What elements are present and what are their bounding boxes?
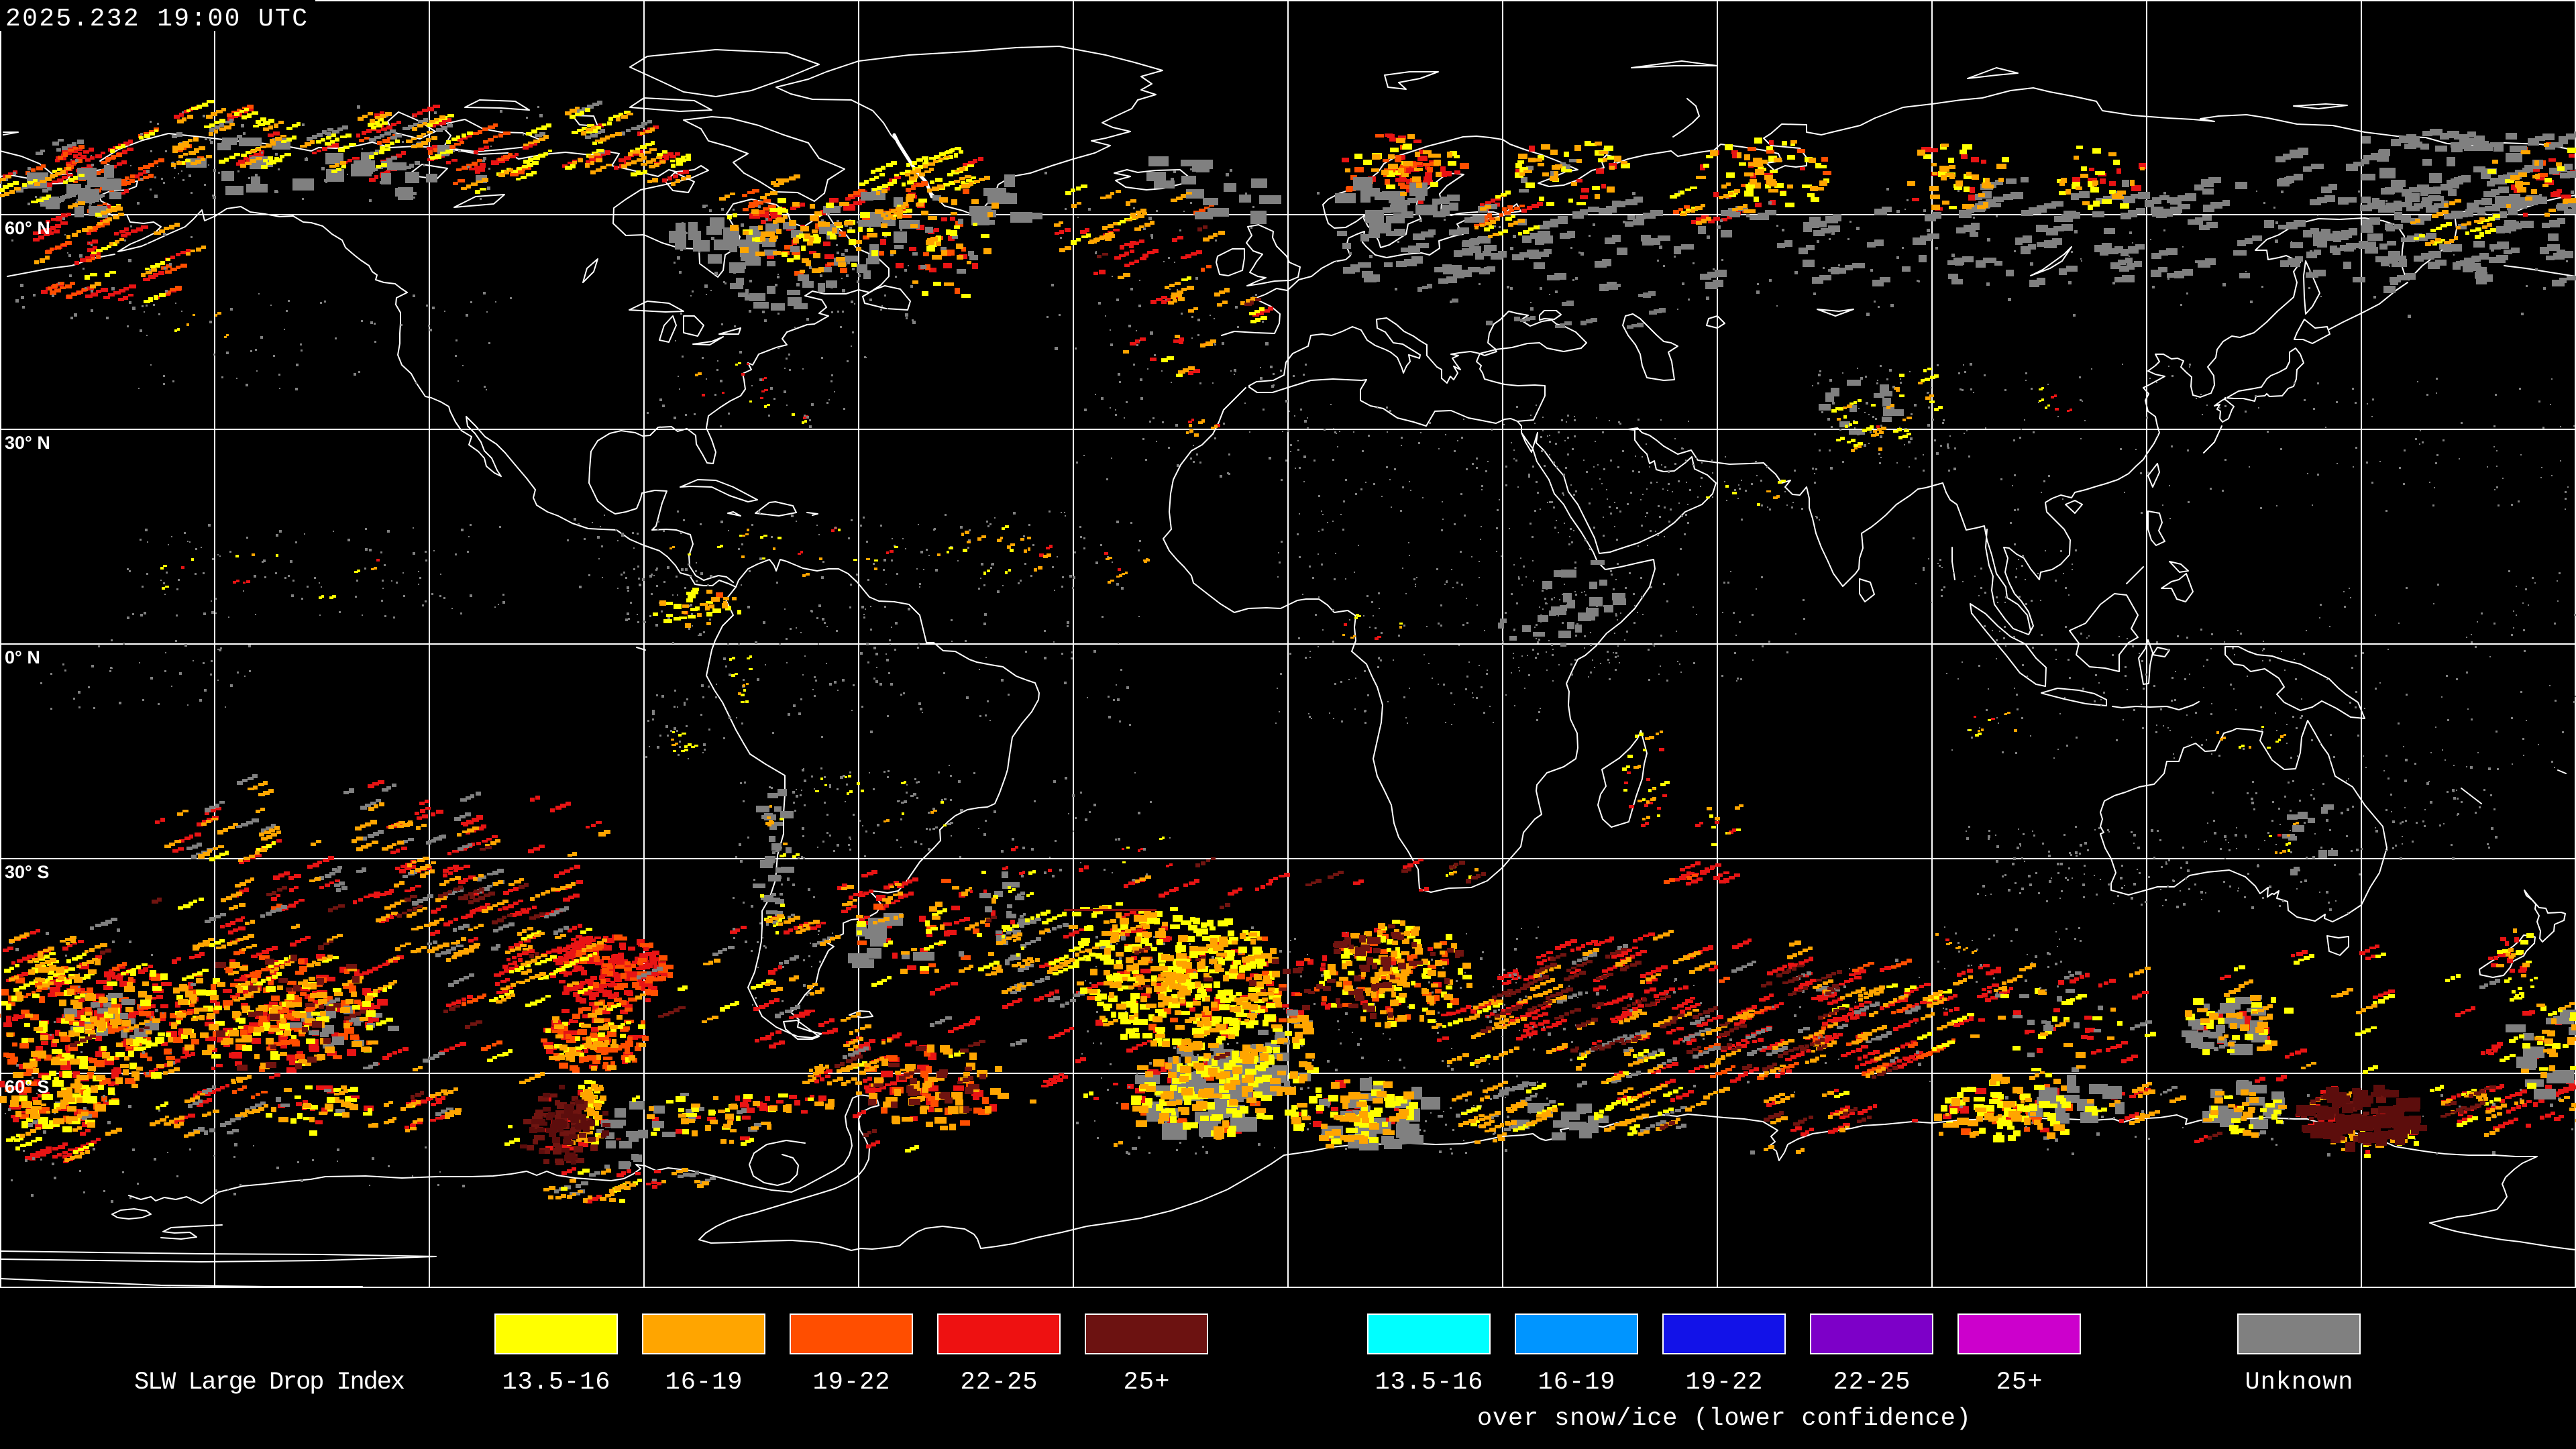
svg-text:22-25: 22-25 [1833, 1368, 1911, 1397]
svg-text:13.5-16: 13.5-16 [502, 1368, 610, 1397]
svg-text:16-19: 16-19 [1538, 1368, 1615, 1397]
svg-text:19-22: 19-22 [1686, 1368, 1763, 1397]
svg-text:Unknown: Unknown [2245, 1368, 2353, 1397]
svg-text:60° N: 60° N [5, 218, 50, 238]
svg-text:SLW Large Drop Index: SLW Large Drop Index [134, 1368, 405, 1397]
svg-text:over snow/ice (lower confidenc: over snow/ice (lower confidence) [1477, 1405, 1971, 1433]
svg-text:13.5-16: 13.5-16 [1375, 1368, 1483, 1397]
svg-text:60° S: 60° S [5, 1077, 49, 1097]
svg-text:25+: 25+ [1124, 1368, 1170, 1397]
svg-text:25+: 25+ [1996, 1368, 2043, 1397]
svg-text:16-19: 16-19 [665, 1368, 743, 1397]
svg-text:22-25: 22-25 [961, 1368, 1038, 1397]
svg-text:19-22: 19-22 [813, 1368, 890, 1397]
svg-text:30° S: 30° S [5, 862, 49, 882]
svg-text:0° N: 0° N [5, 647, 40, 667]
svg-text:30° N: 30° N [5, 433, 50, 453]
